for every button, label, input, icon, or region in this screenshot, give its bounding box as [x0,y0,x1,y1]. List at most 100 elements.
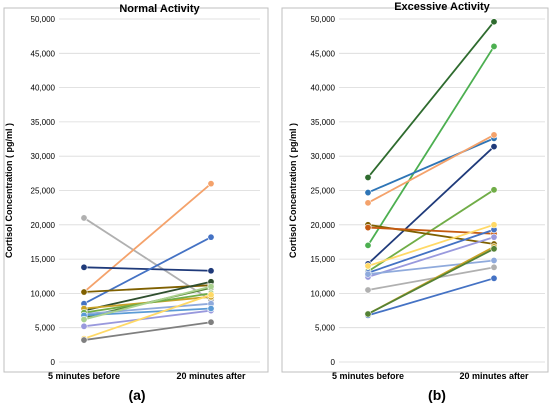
series-line [367,134,495,204]
series-line [367,226,495,235]
series-line [367,277,495,317]
data-point [490,263,498,271]
data-point [364,189,372,197]
series-4 [364,131,498,207]
series-11 [364,221,498,270]
data-point [490,143,498,151]
series-line [83,236,212,305]
data-point [364,199,372,207]
y-tick-label: 40,000 [311,84,336,93]
y-tick-label: 10,000 [31,289,56,298]
data-point [490,186,498,194]
data-point [364,270,372,278]
data-point [80,336,88,344]
y-tick-label: 30,000 [311,152,336,161]
data-point [80,214,88,222]
y-tick-label: 45,000 [311,49,336,58]
y-tick-label: 0 [51,358,56,367]
y-tick-label: 10,000 [311,289,336,298]
series-line [83,321,212,341]
panel-label: (a) [128,387,145,403]
data-point [207,267,215,275]
x-tick-label: 5 minutes before [332,371,404,381]
series-2 [364,42,498,249]
data-point [207,283,215,291]
y-tick-label: 35,000 [31,118,56,127]
chart-frame [281,7,549,373]
y-tick-label: 30,000 [31,152,56,161]
series-line [83,309,212,328]
series-12 [364,263,498,294]
series-line [367,259,495,276]
series-line [83,293,212,340]
y-tick-label: 45,000 [31,49,56,58]
data-point [80,288,88,296]
y-tick-label: 5,000 [35,324,56,333]
y-axis-label: Cortisol Concentration ( pg/ml ) [288,123,298,258]
data-point [80,315,88,323]
y-axis-label: Cortisol Concentration ( pg/ml ) [4,123,14,258]
series-line [367,248,495,315]
x-tick-label: 5 minutes before [48,371,120,381]
y-tick-label: 25,000 [31,187,56,196]
chart-normal-activity: 0 5,000 10,000 15,000 20,000 25,000 30,000 35,0… [3,3,269,403]
data-point [490,256,498,264]
series-line [83,285,212,321]
chart-excessive-activity: 0 5,000 10,000 15,000 20,000 25,000 30,000 35,0… [281,1,549,403]
data-point [207,291,215,299]
y-tick-label: 50,000 [311,15,336,24]
y-tick-label: 40,000 [31,84,56,93]
series-1 [364,18,498,181]
panel-label: (b) [428,387,446,403]
y-tick-label: 15,000 [31,255,56,264]
data-point [80,322,88,330]
series-line [367,21,495,179]
data-point [364,173,372,181]
data-point [364,241,372,249]
series-14 [80,318,215,344]
series-line [367,145,495,265]
series-line [367,45,495,246]
data-point [490,18,498,26]
series-13 [364,256,498,278]
data-point [80,263,88,271]
series-line [367,266,495,291]
series-line [367,236,495,278]
x-tick-label: 20 minutes after [459,371,529,381]
chart-title: Excessive Activity [394,1,490,13]
series-5 [364,143,498,268]
data-point [364,286,372,294]
series-line [367,137,495,194]
data-point [490,221,498,229]
y-tick-label: 20,000 [31,221,56,230]
data-point [490,274,498,282]
data-point [364,262,372,270]
data-point [207,304,215,312]
data-point [207,180,215,188]
y-tick-label: 25,000 [311,187,336,196]
data-point [490,131,498,139]
y-tick-label: 15,000 [311,255,336,264]
series-line [367,228,495,274]
series-16 [364,245,498,318]
y-tick-label: 20,000 [311,221,336,230]
series-line [367,223,495,267]
data-point [490,245,498,253]
data-point [490,233,498,241]
chart-title: Normal Activity [119,3,200,15]
data-point [364,310,372,318]
series-4 [80,233,215,308]
y-tick-label: 35,000 [311,118,336,127]
series-2 [80,180,215,296]
y-tick-label: 0 [331,358,336,367]
y-tick-label: 5,000 [315,324,336,333]
y-tick-label: 50,000 [31,15,56,24]
data-point [490,42,498,50]
data-point [364,224,372,232]
series-15 [80,283,215,323]
data-point [207,233,215,241]
data-point [207,318,215,326]
chart-frame [3,7,269,373]
series-line [83,302,212,315]
